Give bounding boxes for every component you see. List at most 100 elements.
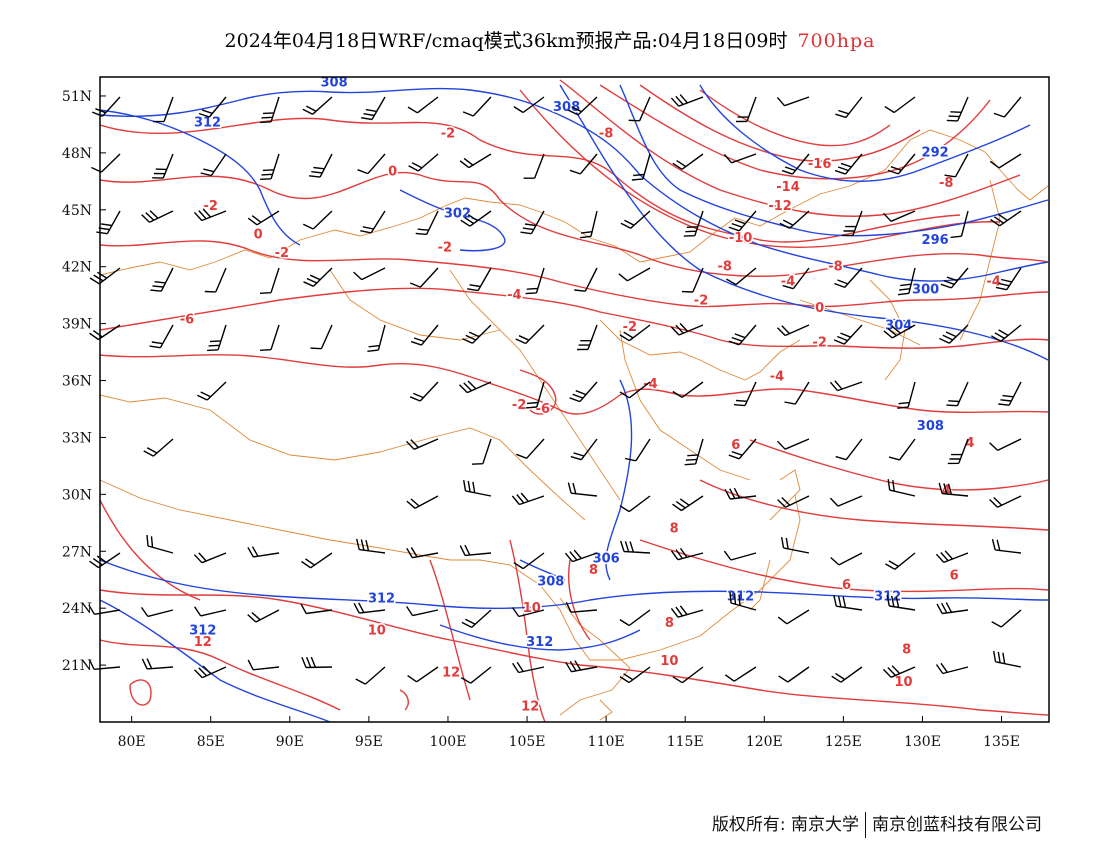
- wind-barb: [150, 267, 174, 292]
- wind-barb: [91, 96, 121, 117]
- lon-tick-label: 85E: [197, 734, 225, 750]
- wind-barb: [883, 324, 916, 339]
- wind-barb: [618, 267, 651, 282]
- wind-barb: [670, 322, 704, 336]
- wind-barb: [897, 267, 916, 296]
- temperature-contour-label: 6: [731, 438, 740, 453]
- wind-barb: [462, 96, 492, 117]
- wind-barb: [724, 487, 757, 500]
- wind-barb: [406, 547, 439, 559]
- wind-barb: [670, 94, 704, 107]
- geopotential-contours: [99, 84, 1049, 723]
- wind-barb: [831, 666, 863, 683]
- wind-barb: [303, 267, 333, 287]
- wind-barb: [631, 153, 651, 181]
- lat-tick-label: 36N: [62, 374, 92, 390]
- wind-barb: [938, 482, 969, 497]
- wind-barb: [833, 595, 863, 611]
- wind-barb: [620, 540, 651, 554]
- wind-barb: [511, 492, 545, 506]
- wind-barb: [461, 609, 492, 629]
- wind-barb: [628, 96, 651, 122]
- lon-tick-label: 115E: [667, 734, 704, 750]
- wind-barb: [989, 438, 1022, 452]
- wind-barb: [672, 381, 704, 398]
- temperature-contour-label: -4: [643, 377, 657, 392]
- wind-barb: [200, 153, 227, 177]
- map-frame: [99, 76, 1050, 723]
- wind-barb: [939, 324, 969, 344]
- lon-tick-label: 125E: [825, 734, 862, 750]
- temperature-contour-label: -12: [768, 199, 792, 214]
- temperature-contour-label: -2: [203, 199, 217, 214]
- temperature-contour-label: -2: [623, 320, 637, 335]
- wind-barb: [463, 479, 492, 497]
- temperature-contour-label: 12: [521, 700, 539, 715]
- wind-barb: [724, 666, 757, 682]
- wind-barb: [140, 606, 174, 618]
- wind-barb: [198, 96, 227, 118]
- wind-barb: [357, 153, 386, 175]
- wind-barb: [406, 495, 439, 509]
- wind-barb: [989, 153, 1022, 169]
- lon-tick-label: 95E: [355, 734, 383, 750]
- copyright-footer: 版权所有: 南京大学 南京创蓝科技有限公司: [712, 810, 1042, 838]
- wind-barb: [309, 153, 333, 178]
- temperature-contour-label: -2: [275, 246, 289, 261]
- wind-barb: [513, 552, 545, 570]
- map-title: 2024年04月18日WRF/cmaq模式36km预报产品:04月18日09时 7…: [0, 26, 1100, 53]
- wind-barb: [884, 96, 916, 114]
- wind-barb: [619, 495, 651, 513]
- wind-barb: [301, 552, 333, 569]
- temperature-contour-label: -4: [507, 288, 521, 303]
- wind-barb: [569, 381, 598, 403]
- wind-barb: [525, 267, 545, 295]
- lon-tick-label: 100E: [429, 734, 466, 750]
- wind-barb: [940, 267, 969, 289]
- wind-barb: [569, 153, 598, 175]
- wind-barb: [835, 96, 863, 119]
- temperature-contour-label: 4: [965, 436, 974, 451]
- wind-barb: [247, 546, 280, 558]
- wind-barb: [998, 381, 1022, 406]
- wind-barb: [619, 609, 651, 627]
- wind-barb: [995, 267, 1022, 291]
- footer-separator: [865, 812, 866, 838]
- wind-barb: [356, 538, 386, 554]
- temperature-contour-label: 6: [950, 569, 959, 584]
- wind-barb: [259, 324, 280, 351]
- wind-barb: [944, 153, 969, 178]
- lat-tick-label: 42N: [62, 260, 92, 276]
- temperature-contour-label: -2: [512, 398, 526, 413]
- wind-barb: [728, 324, 757, 346]
- lon-tick-label: 130E: [904, 734, 941, 750]
- country-boundaries: [99, 129, 1049, 721]
- wind-barb: [683, 210, 704, 237]
- lat-tick-label: 33N: [62, 430, 92, 446]
- latitude-axis: 51N 48N 45N 42N 39N 36N 33N 30N 27N 24N 21N: [62, 89, 106, 674]
- wind-barb: [565, 601, 598, 613]
- wind-barb: [993, 650, 1022, 668]
- wind-barb: [735, 96, 757, 123]
- wind-barb: [89, 324, 121, 341]
- wind-barb: [619, 666, 651, 684]
- wind-barb: [723, 550, 757, 561]
- wind-barb: [888, 438, 916, 461]
- wind-barb: [993, 96, 1022, 118]
- wind-barb: [193, 208, 227, 222]
- wind-barb: [576, 324, 598, 351]
- temperature-contour-label: 8: [670, 521, 679, 536]
- wind-barb: [300, 603, 333, 615]
- wind-barb: [935, 550, 969, 564]
- temperature-contour-label: 10: [368, 624, 386, 639]
- temperature-contour-label: -8: [828, 260, 842, 275]
- wind-barb: [88, 659, 121, 670]
- wind-barb: [784, 381, 810, 405]
- temperature-contour-label: -2: [915, 282, 929, 297]
- wind-barb: [991, 609, 1022, 628]
- temperature-contour-label: 0: [388, 165, 397, 180]
- wind-barb: [580, 210, 598, 239]
- wind-barb: [302, 210, 333, 230]
- wind-barb: [681, 267, 704, 293]
- wind-barb: [946, 381, 969, 407]
